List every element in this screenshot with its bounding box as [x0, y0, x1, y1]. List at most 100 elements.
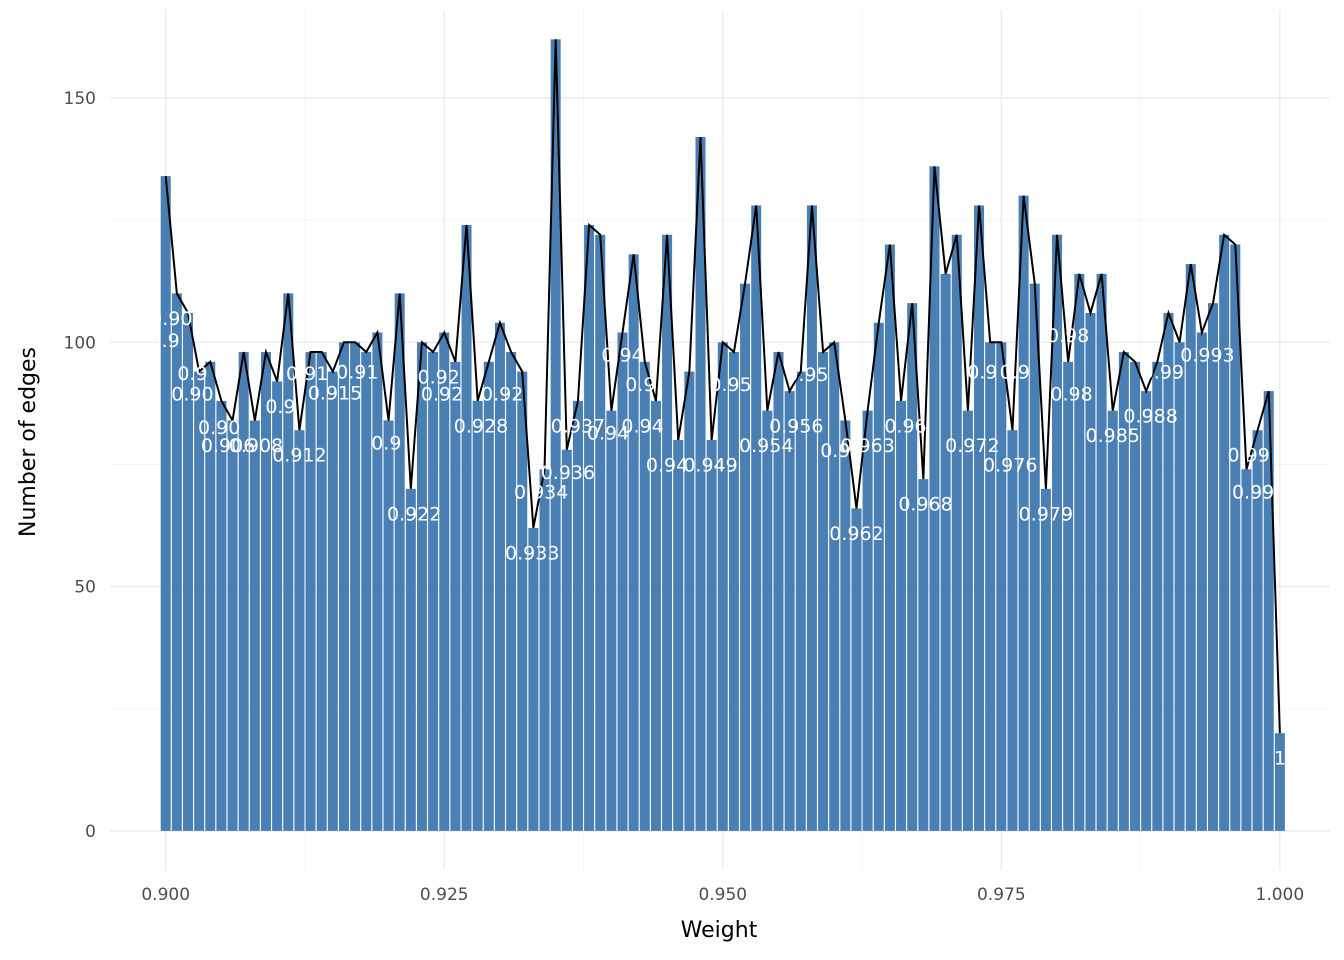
bar	[1130, 361, 1141, 831]
data-label: 0.90	[198, 417, 240, 439]
bar	[372, 332, 383, 831]
y-tick-label: 100	[64, 333, 96, 353]
x-tick-label: 0.900	[141, 885, 190, 905]
bar	[818, 352, 829, 831]
bar	[940, 273, 951, 831]
data-label: 0.90	[171, 384, 213, 406]
data-label: 0.972	[945, 435, 999, 457]
data-label: 0.99	[1142, 362, 1184, 384]
data-label: 0.968	[898, 494, 952, 516]
bar	[272, 381, 283, 831]
data-label: 0.963	[840, 435, 894, 457]
data-label: 0.9	[1000, 362, 1030, 384]
x-tick-label: 1.000	[1256, 885, 1305, 905]
data-label: 0.95	[709, 374, 751, 396]
bar	[1052, 234, 1063, 831]
bar	[773, 352, 784, 831]
data-label: 0.94	[646, 454, 688, 476]
data-label: 0.906	[201, 435, 255, 457]
bar	[840, 420, 851, 831]
trend-line	[164, 39, 1281, 734]
data-label: 0.9	[149, 330, 179, 352]
data-labels: 0.900.90.90.900.900.9060.9080.9120.90.91…	[149, 308, 1285, 770]
x-tick-label: 0.975	[977, 885, 1026, 905]
bar	[260, 352, 271, 831]
data-label: 0.98	[1050, 384, 1092, 406]
bar	[405, 488, 416, 831]
bar	[929, 166, 940, 831]
data-label: 0.993	[1180, 344, 1234, 366]
data-label: 0.956	[769, 415, 823, 437]
data-label: 0.94	[601, 344, 643, 366]
bar	[873, 322, 884, 831]
bar	[951, 234, 962, 831]
bar	[1107, 410, 1118, 831]
bar	[506, 352, 517, 831]
bar	[294, 430, 305, 831]
bar	[606, 410, 617, 831]
bar	[1040, 488, 1051, 831]
bar	[1141, 391, 1152, 831]
data-label: 0.962	[829, 523, 883, 545]
bar	[171, 293, 182, 831]
bar	[1018, 195, 1029, 831]
bar	[383, 420, 394, 831]
y-axis-ticks: 0 50 100 150	[64, 89, 96, 842]
data-label: 0.91	[336, 362, 378, 384]
data-label: 0.94	[587, 423, 629, 445]
data-label: 1	[1274, 748, 1286, 770]
y-tick-label: 0	[85, 822, 96, 842]
bar	[985, 342, 996, 831]
data-label: 0.9	[371, 432, 401, 454]
bar	[1152, 361, 1163, 831]
bar	[394, 293, 405, 831]
data-label: 0.90	[150, 308, 192, 330]
bar	[584, 225, 595, 831]
bar	[1208, 303, 1219, 831]
data-label: 0.92	[418, 366, 460, 388]
x-axis-title: Weight	[681, 918, 758, 943]
bar	[918, 479, 929, 831]
bar	[238, 352, 249, 831]
bar	[361, 352, 372, 831]
bar	[829, 342, 840, 831]
y-axis-title: Number of edges	[16, 347, 41, 537]
bar	[1230, 244, 1241, 831]
bar	[896, 400, 907, 831]
bar	[450, 361, 461, 831]
bar	[1252, 430, 1263, 831]
data-label: 0.92	[421, 384, 463, 406]
data-label: 0.949	[683, 454, 737, 476]
data-label: 0.985	[1086, 425, 1140, 447]
bar	[338, 342, 349, 831]
bar	[550, 39, 561, 831]
bar	[194, 371, 205, 831]
bar	[862, 410, 873, 831]
bar	[595, 234, 606, 831]
y-tick-label: 150	[64, 89, 96, 109]
bar	[305, 352, 316, 831]
data-label: 0.979	[1019, 503, 1073, 525]
bar	[350, 342, 361, 831]
bar	[539, 469, 550, 831]
data-label: 0.988	[1123, 406, 1177, 428]
bar	[639, 361, 650, 831]
bar	[1263, 391, 1274, 831]
data-label: 0.9	[625, 374, 655, 396]
bar	[717, 342, 728, 831]
data-label: 0.9	[177, 363, 207, 385]
bar	[662, 234, 673, 831]
x-tick-label: 0.950	[698, 885, 747, 905]
data-label: 0.936	[541, 462, 595, 484]
bar	[483, 361, 494, 831]
bar	[851, 508, 862, 831]
bar	[1118, 352, 1129, 831]
data-label: 0.933	[505, 542, 559, 564]
data-label: 0.99	[1232, 481, 1274, 503]
bar	[1074, 273, 1085, 831]
bar	[283, 293, 294, 831]
data-label: 0.96	[884, 415, 926, 437]
bar	[561, 449, 572, 831]
data-label: 0.98	[1047, 325, 1089, 347]
